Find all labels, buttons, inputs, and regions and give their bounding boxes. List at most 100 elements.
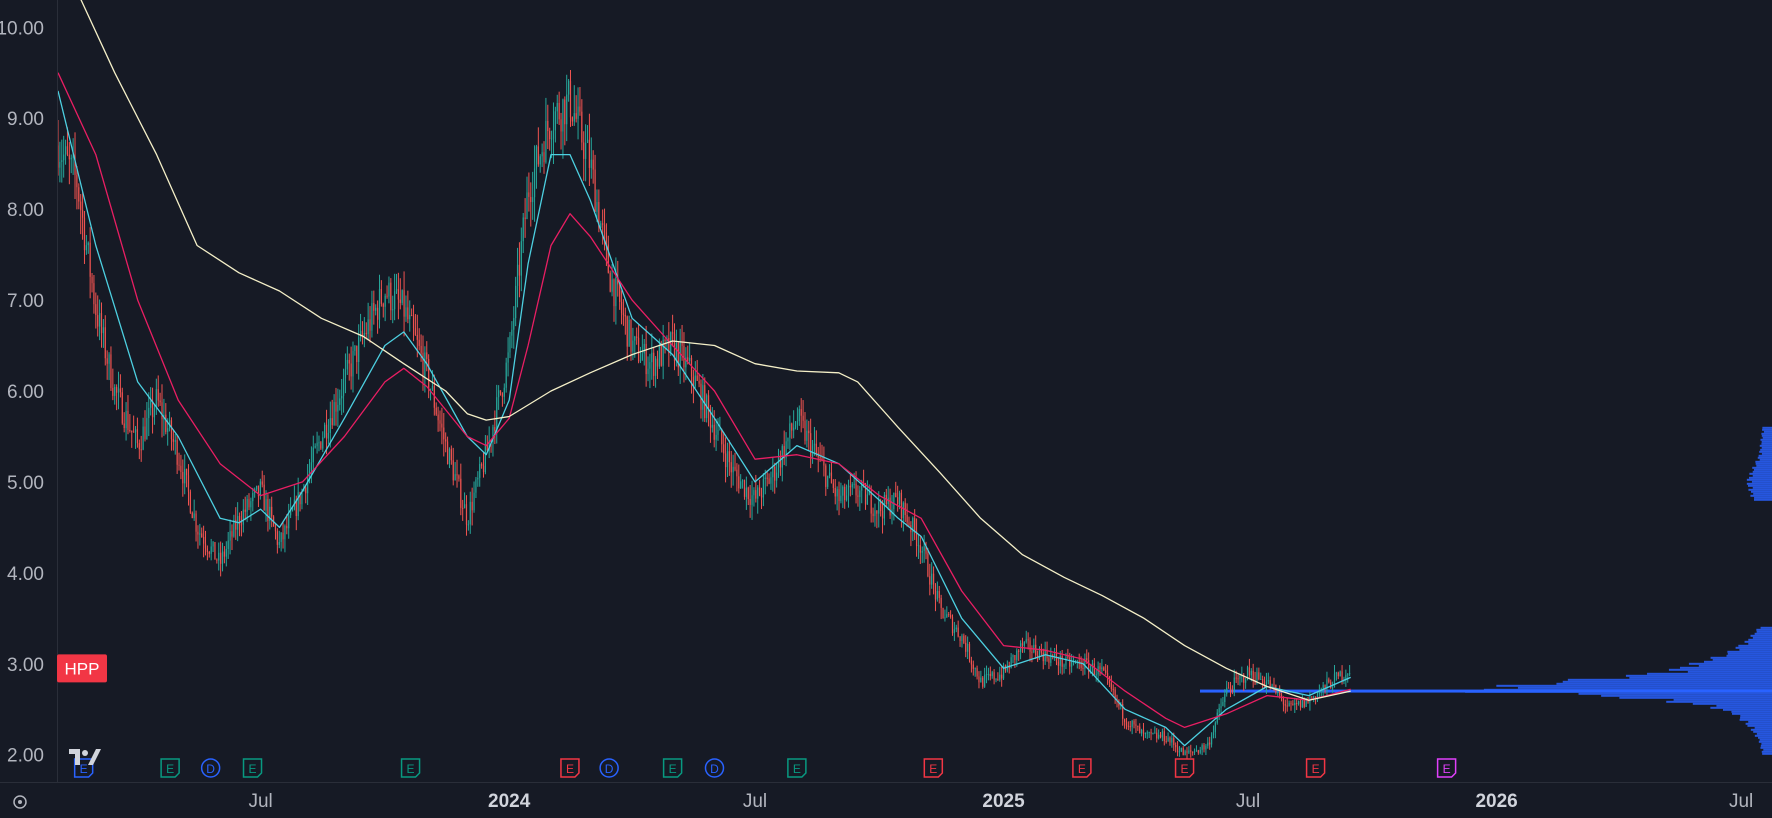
event-marker-earnings-future[interactable]: E — [1436, 758, 1457, 778]
candle-body — [1328, 679, 1330, 683]
candle-body — [1156, 732, 1158, 739]
candle-body — [613, 279, 615, 307]
candle-body — [78, 187, 80, 202]
event-marker-earnings-green[interactable]: E — [662, 758, 683, 778]
candle-body — [1193, 751, 1196, 753]
event-marker-earnings-red[interactable]: E — [1305, 758, 1326, 778]
event-marker-dividend[interactable]: D — [200, 758, 221, 778]
volume-profile-bar — [1738, 644, 1772, 647]
candle-body — [117, 388, 120, 393]
volume-profile-bar — [1759, 738, 1772, 741]
volume-profile-bar — [1763, 430, 1772, 433]
candle-body — [560, 119, 562, 132]
event-marker-label: D — [605, 762, 614, 776]
candle-body — [157, 389, 159, 401]
volume-profile-bar — [1761, 750, 1772, 753]
candle-body — [1220, 706, 1222, 708]
event-marker-earnings-red[interactable]: E — [923, 758, 944, 778]
event-marker-earnings-red[interactable]: E — [1072, 758, 1092, 778]
event-marker-dividend-partial[interactable]: E — [73, 758, 94, 778]
candle-body — [61, 160, 63, 162]
candle-body — [827, 475, 829, 487]
candle-body — [632, 340, 634, 352]
candle-body — [134, 429, 137, 433]
candle-body — [420, 345, 422, 353]
candle-body — [660, 345, 662, 366]
candle-body — [919, 545, 921, 553]
candle-body — [80, 201, 82, 211]
event-marker-dividend[interactable]: D — [599, 758, 619, 778]
candle-body — [138, 443, 140, 450]
candle-body — [414, 328, 417, 335]
candle-body — [331, 418, 333, 426]
candle-body — [917, 545, 920, 547]
tradingview-logo-icon[interactable] — [69, 749, 101, 765]
candle-body — [1246, 667, 1249, 681]
symbol-badge[interactable]: HPP — [57, 654, 107, 683]
candle-body — [793, 427, 795, 431]
candle-body — [785, 441, 787, 459]
candle-body — [851, 484, 853, 488]
candle-body — [428, 358, 430, 390]
candle-body — [849, 485, 851, 488]
volume-profile-bar — [1731, 712, 1772, 715]
candle-body — [895, 492, 897, 498]
volume-profile-bar — [1746, 478, 1772, 481]
volume-profile-bar — [1750, 728, 1772, 731]
candle-body — [532, 197, 534, 203]
candle-body — [637, 337, 640, 362]
candle-body — [1001, 674, 1003, 679]
candle-body — [87, 242, 89, 246]
candle-body — [356, 345, 358, 362]
event-marker-earnings-green[interactable]: E — [400, 758, 421, 778]
candle-body — [276, 531, 278, 545]
candle-body — [1012, 655, 1014, 658]
candle-body — [1137, 725, 1139, 727]
candle-body — [866, 494, 868, 505]
candle-body — [1038, 648, 1041, 660]
event-marker-earnings-red[interactable]: E — [1174, 758, 1195, 778]
settings-icon[interactable] — [13, 795, 27, 809]
candle-body — [255, 485, 258, 490]
candle-body — [456, 474, 458, 476]
candle-body — [1173, 738, 1175, 745]
candle-body — [573, 113, 575, 122]
candle-body — [715, 434, 717, 440]
candle-body — [473, 492, 475, 511]
event-marker-earnings-red[interactable]: E — [560, 758, 580, 778]
event-marker-dividend[interactable]: D — [704, 758, 725, 778]
candle-body — [1146, 732, 1148, 734]
candle-body — [796, 421, 799, 425]
candle-body — [316, 442, 318, 447]
candle-body — [335, 402, 337, 412]
event-marker-earnings-green[interactable]: E — [160, 758, 180, 778]
candle-body — [1148, 731, 1150, 733]
event-marker-label: E — [407, 762, 415, 776]
candle-body — [193, 513, 195, 519]
volume-profile-bar — [1556, 682, 1772, 685]
candle-body — [83, 217, 86, 251]
earnings-icon — [1305, 758, 1326, 778]
event-marker-earnings-green[interactable]: E — [242, 758, 263, 778]
event-marker-earnings-green[interactable]: E — [787, 758, 807, 778]
candle-body — [912, 518, 914, 533]
volume-profile-bar — [1756, 630, 1772, 633]
candle-body — [533, 168, 536, 198]
candle-body — [475, 479, 477, 493]
volume-profile-bar — [1754, 734, 1772, 737]
candle-body — [240, 524, 243, 526]
candle-body — [467, 524, 469, 526]
candle-body — [630, 319, 632, 352]
volume-profile-bar — [1760, 626, 1772, 629]
candle-body — [564, 99, 566, 125]
candle-body — [760, 495, 763, 498]
candle-body — [957, 627, 959, 637]
candle-body — [759, 487, 761, 496]
volume-profile-bar — [1754, 496, 1772, 499]
point-of-control-bar — [1200, 689, 1772, 693]
moving-average-line-1 — [57, 90, 1351, 747]
candle-body — [1205, 745, 1207, 750]
candle-body — [263, 484, 265, 511]
candle-body — [1311, 697, 1313, 699]
